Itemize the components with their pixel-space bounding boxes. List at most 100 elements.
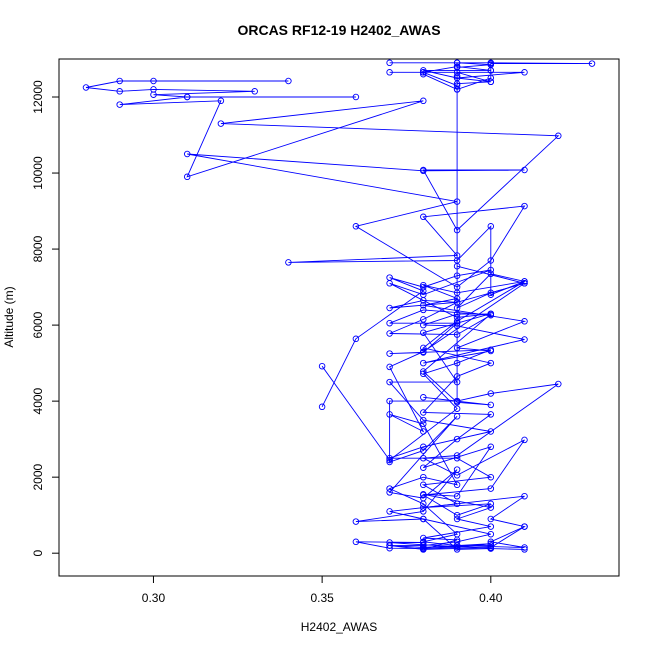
data-point <box>217 97 225 105</box>
data-point <box>386 280 393 287</box>
data-point <box>386 330 393 337</box>
data-point <box>420 287 427 295</box>
series-layer <box>82 59 596 553</box>
data-point <box>453 86 461 93</box>
data-point <box>487 485 495 492</box>
data-point <box>150 91 157 98</box>
data-point <box>453 481 461 489</box>
data-point <box>420 481 427 489</box>
data-point <box>487 500 495 508</box>
data-point <box>386 59 393 67</box>
data-point <box>453 405 461 412</box>
data-point <box>487 530 495 538</box>
data-point <box>453 304 461 312</box>
data-point <box>521 278 528 285</box>
data-point <box>487 390 495 397</box>
data-point <box>487 270 495 278</box>
data-point <box>420 69 427 76</box>
data-point <box>521 318 528 325</box>
data-point <box>487 291 495 298</box>
data-point <box>318 403 326 411</box>
data-point <box>521 523 528 530</box>
y-tick-label: 6000 <box>31 311 45 338</box>
data-point <box>251 88 258 95</box>
data-point <box>521 202 528 210</box>
data-point <box>521 544 528 551</box>
data-point <box>386 456 393 464</box>
data-point <box>420 508 427 515</box>
data-point <box>453 318 461 325</box>
data-point <box>521 436 528 444</box>
data-point <box>352 538 360 546</box>
data-point <box>420 428 427 435</box>
data-point <box>453 536 461 544</box>
data-point <box>453 373 461 380</box>
data-point <box>487 359 495 367</box>
data-point <box>420 167 427 175</box>
data-point <box>386 458 393 466</box>
data-point <box>386 304 393 312</box>
data-point <box>521 492 528 500</box>
data-point <box>420 546 427 553</box>
data-point <box>487 515 495 523</box>
y-tick-label: 12000 <box>31 80 45 114</box>
data-point <box>420 291 427 298</box>
data-point <box>183 173 191 181</box>
data-point <box>386 319 393 327</box>
y-axis: 0 2000 4000 6000 8000 10000 12000 <box>31 80 60 557</box>
data-point <box>420 316 427 323</box>
data-point <box>116 88 123 95</box>
x-axis-label: H2402_AWAS <box>301 620 377 634</box>
data-point <box>420 70 427 78</box>
data-point <box>352 335 360 343</box>
data-point <box>487 504 495 511</box>
data-point <box>386 454 393 462</box>
chart-title: ORCAS RF12-19 H2402_AWAS <box>237 22 440 38</box>
data-point <box>386 363 393 371</box>
data-point <box>521 69 528 76</box>
data-point <box>420 306 427 314</box>
data-point <box>453 466 461 473</box>
data-point <box>555 380 562 388</box>
data-point <box>588 60 596 67</box>
data-point <box>420 67 427 74</box>
data-point <box>420 344 427 352</box>
data-point <box>453 492 461 500</box>
data-point <box>487 74 495 82</box>
data-point <box>386 508 393 515</box>
data-point <box>453 359 461 367</box>
data-point <box>116 101 123 108</box>
data-point <box>420 515 427 523</box>
data-point <box>453 397 461 405</box>
data-point <box>453 314 461 321</box>
data-point <box>487 523 495 530</box>
data-point <box>420 409 427 416</box>
data-point <box>352 518 360 525</box>
data-point <box>386 485 393 492</box>
y-tick-label: 4000 <box>31 387 45 414</box>
data-point <box>420 544 427 551</box>
data-point <box>487 289 495 297</box>
data-point <box>453 272 461 279</box>
data-point <box>150 77 157 85</box>
x-tick-label: 0.40 <box>479 591 503 605</box>
data-point <box>487 59 495 67</box>
data-point <box>487 310 495 317</box>
data-point <box>420 420 427 428</box>
data-point <box>420 500 427 508</box>
data-point <box>453 331 461 338</box>
data-point <box>420 542 427 549</box>
series-line-4 <box>422 265 527 550</box>
plot-frame <box>58 58 620 577</box>
data-point <box>420 394 427 401</box>
y-tick-label: 2000 <box>31 463 45 490</box>
data-point <box>487 544 495 551</box>
y-axis-label: Altitude (m) <box>2 286 16 347</box>
data-point <box>487 540 495 547</box>
data-point <box>420 359 427 367</box>
data-point <box>487 473 495 481</box>
y-tick-label: 10000 <box>31 156 45 190</box>
data-point <box>420 348 427 355</box>
data-point <box>352 93 360 101</box>
